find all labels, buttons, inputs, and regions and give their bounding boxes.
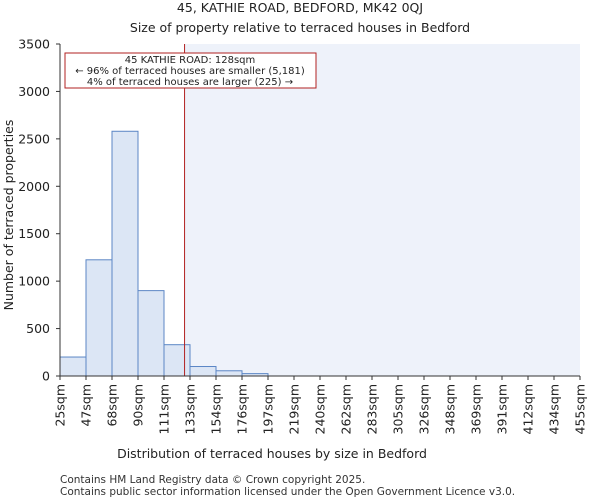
x-tick-label: 412sqm <box>521 384 536 434</box>
x-tick-label: 111sqm <box>157 384 172 434</box>
x-tick-label: 90sqm <box>131 384 146 427</box>
x-tick-label: 25sqm <box>53 384 68 427</box>
x-tick-label: 47sqm <box>79 384 94 427</box>
x-ticks: 25sqm 47sqm 68sqm 90sqm 111sqm 133sqm 154sqm 17… <box>53 376 588 434</box>
y-tick-label: 2000 <box>18 179 50 194</box>
annotation-line-1: 45 KATHIE ROAD: 128sqm <box>125 55 256 66</box>
y-axis-label: Number of terraced properties <box>1 120 16 311</box>
x-tick-label: 176sqm <box>235 384 250 434</box>
x-tick-label: 283sqm <box>365 384 380 434</box>
footer-copyright: Contains HM Land Registry data © Crown c… <box>60 474 366 486</box>
x-tick-label: 219sqm <box>287 384 302 434</box>
larger-region-highlight <box>184 44 580 376</box>
x-tick-label: 305sqm <box>391 384 406 434</box>
x-tick-label: 391sqm <box>495 384 510 434</box>
y-tick-label: 2500 <box>18 131 50 146</box>
bar <box>215 370 243 377</box>
chart-subtitle: Size of property relative to terraced ho… <box>130 20 470 35</box>
bar <box>137 290 165 377</box>
x-tick-label: 133sqm <box>183 384 198 434</box>
y-tick-label: 1000 <box>18 274 50 289</box>
x-tick-label: 348sqm <box>443 384 458 434</box>
x-tick-label: 369sqm <box>469 384 484 434</box>
x-tick-label: 154sqm <box>209 384 224 434</box>
chart-title: 45, KATHIE ROAD, BEDFORD, MK42 0QJ <box>177 0 423 15</box>
x-tick-label: 326sqm <box>417 384 432 434</box>
annotation-line-2: ← 96% of terraced houses are smaller (5,… <box>75 66 305 77</box>
x-tick-label: 455sqm <box>573 384 588 434</box>
x-axis-label: Distribution of terraced houses by size … <box>117 446 427 461</box>
bar <box>111 130 139 377</box>
annotation-border <box>64 52 317 89</box>
x-tick-label: 262sqm <box>339 384 354 434</box>
y-tick-label: 3500 <box>18 37 50 52</box>
y-tick-label: 0 <box>42 369 50 384</box>
bar <box>163 344 191 377</box>
bar <box>59 356 87 377</box>
annotation-line-3: 4% of terraced houses are larger (225) → <box>87 77 293 88</box>
y-ticks: 0 500 1000 1500 2000 2500 3000 3500 <box>18 37 60 384</box>
y-tick-label: 3000 <box>18 84 50 99</box>
y-tick-label: 1500 <box>18 226 50 241</box>
bar <box>189 366 217 377</box>
x-tick-label: 434sqm <box>547 384 562 434</box>
x-tick-label: 240sqm <box>313 384 328 434</box>
bars <box>59 130 269 377</box>
annotation-box: 45 KATHIE ROAD: 128sqm ← 96% of terraced… <box>64 52 317 89</box>
x-tick-label: 197sqm <box>261 384 276 434</box>
bar <box>85 259 113 377</box>
footer-licence: Contains public sector information licen… <box>60 486 516 498</box>
x-tick-label: 68sqm <box>105 384 120 427</box>
y-tick-label: 500 <box>26 321 50 336</box>
